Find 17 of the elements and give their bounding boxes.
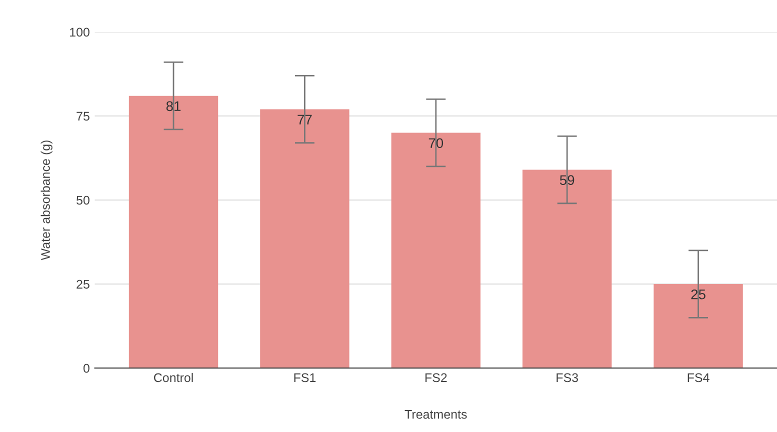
y-axis-title: Water absorbance (g) [40, 140, 52, 260]
x-tick-label: FS2 [425, 373, 447, 382]
x-tick-label: Control [154, 372, 193, 382]
bar [522, 170, 612, 368]
bar [654, 284, 743, 368]
y-tick-label: 25 [76, 280, 90, 289]
x-tick-label: FS4 [688, 373, 710, 382]
x-tick-label: FS1 [294, 373, 316, 382]
y-tick-label: 75 [76, 112, 90, 121]
bar [260, 109, 350, 368]
bar [128, 96, 218, 368]
x-axis-title: Treatments [404, 410, 467, 419]
x-tick-label: FS3 [556, 373, 578, 382]
y-tick-label: 100 [70, 28, 90, 37]
y-tick-label: 50 [76, 196, 90, 205]
y-tick-label: 0 [83, 364, 90, 373]
bar [391, 132, 481, 368]
